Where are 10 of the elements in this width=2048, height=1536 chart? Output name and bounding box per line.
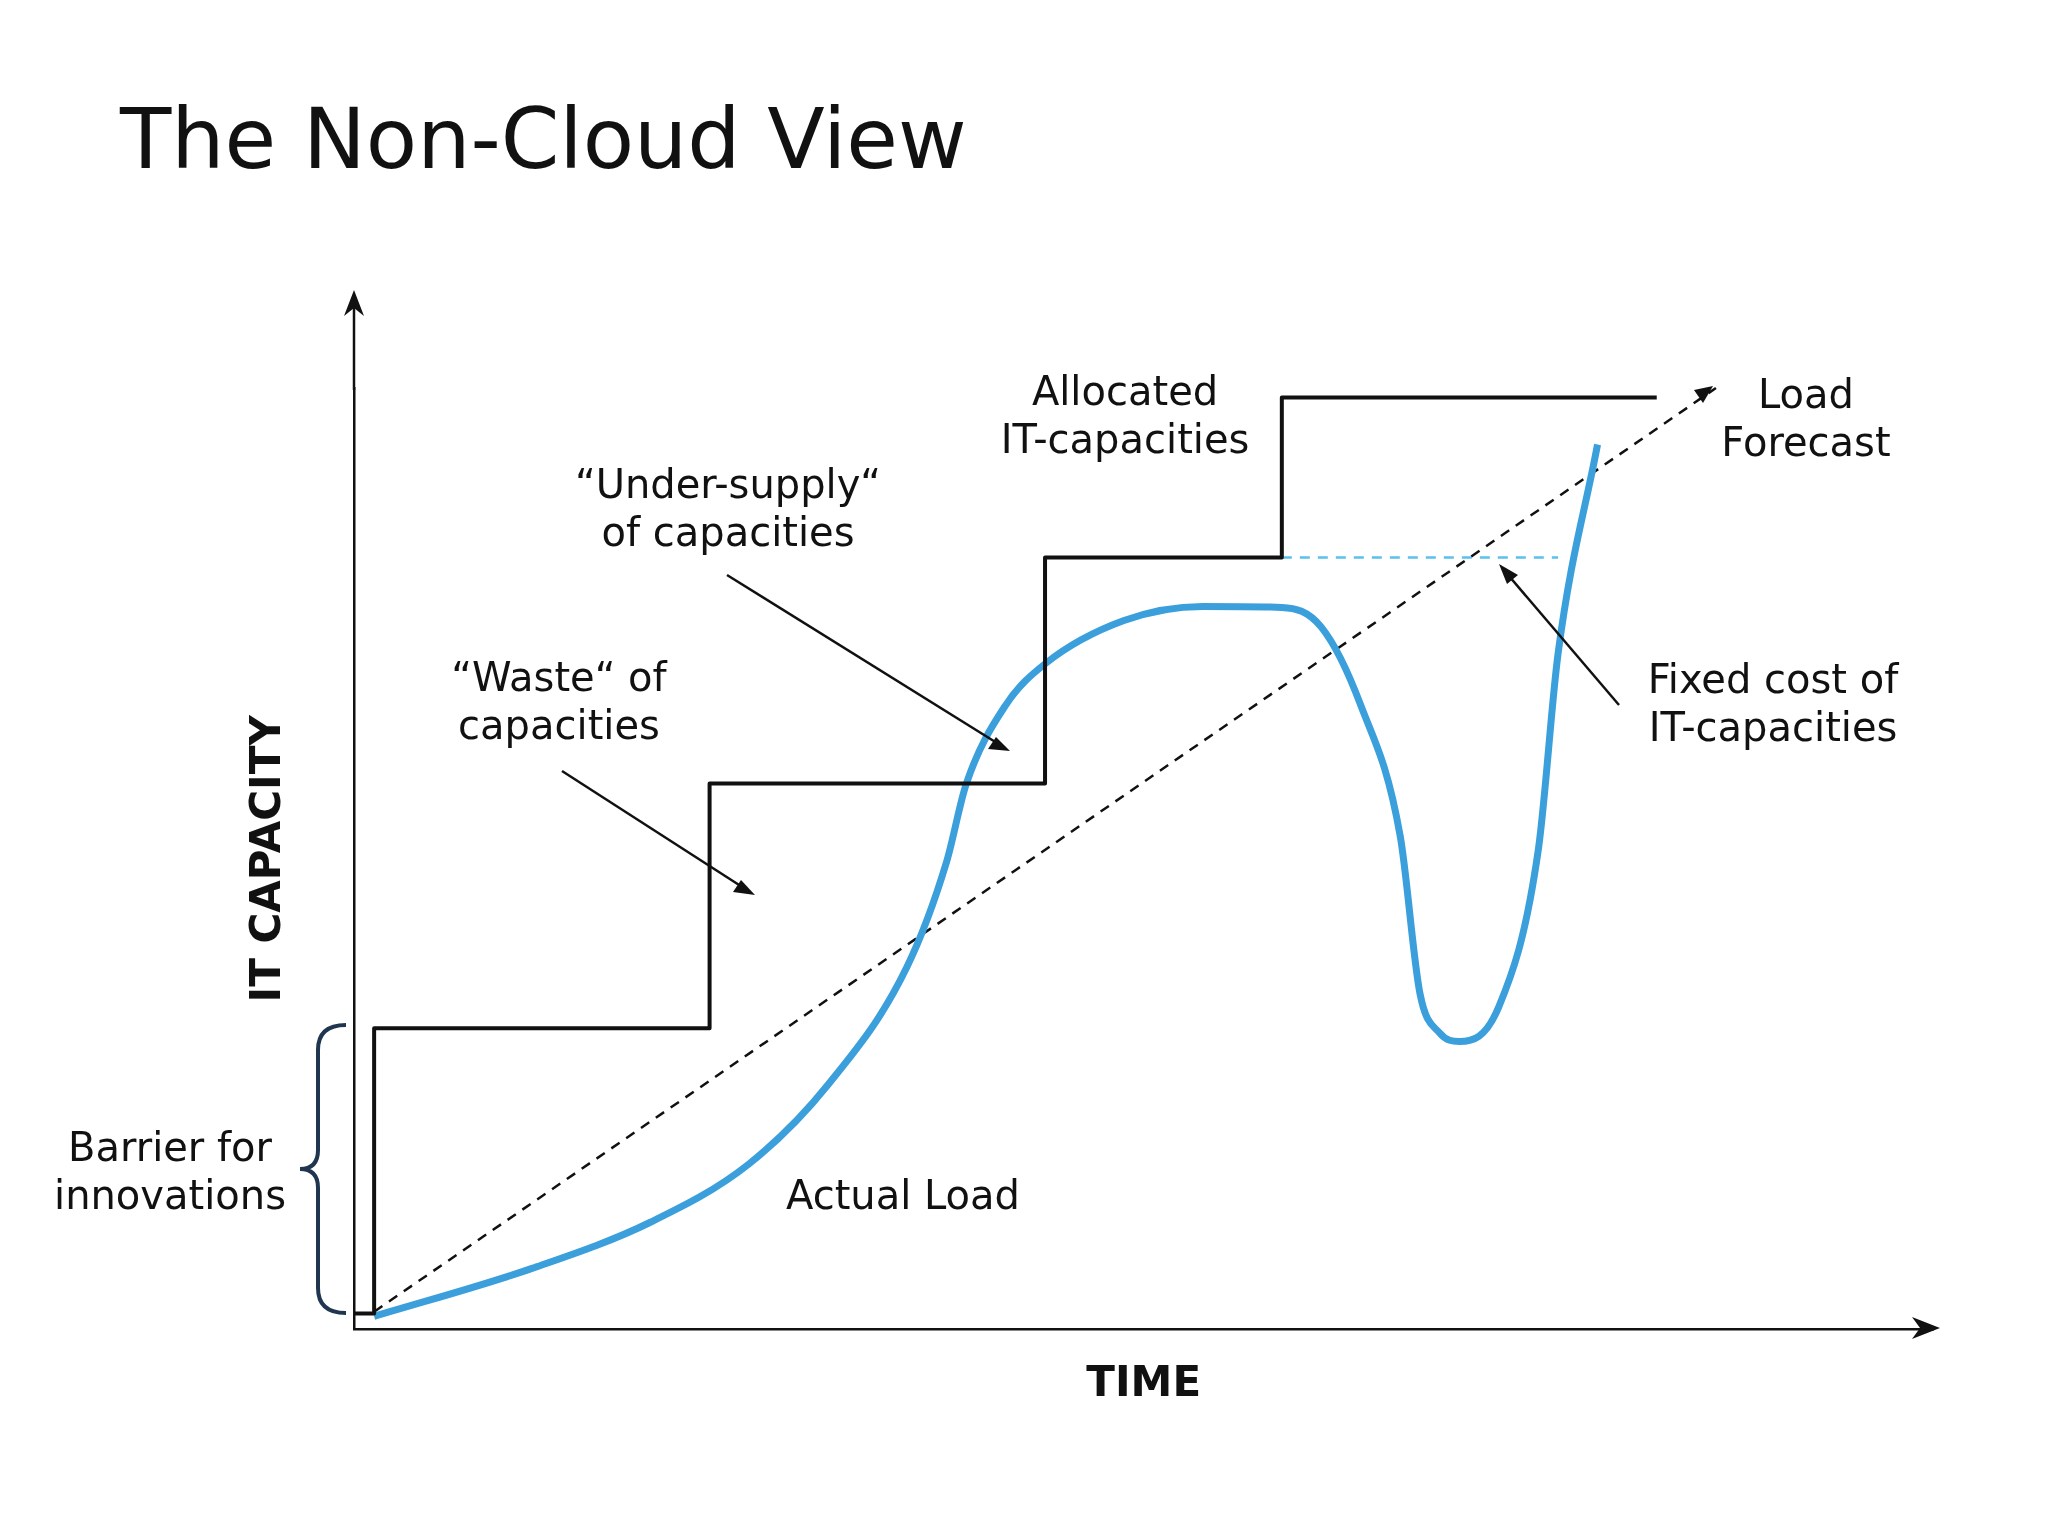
annotation: “Waste“ of capacities [451, 653, 667, 749]
text: Barrier for innovations [54, 1123, 286, 1219]
chart-title: The Non-Cloud View [120, 90, 967, 188]
annotation: “Under-supply“ of capacities [574, 460, 882, 556]
x-axis-title: TIME [1086, 1356, 1202, 1406]
annotation: Load Forecast [1721, 370, 1891, 466]
annotation: Allocated IT-capacities [1000, 367, 1250, 463]
annotation: Fixed cost of IT-capacities [1647, 655, 1899, 751]
annotation: Actual Load [786, 1171, 1020, 1219]
y-axis-title: IT CAPACITY [241, 714, 291, 1003]
